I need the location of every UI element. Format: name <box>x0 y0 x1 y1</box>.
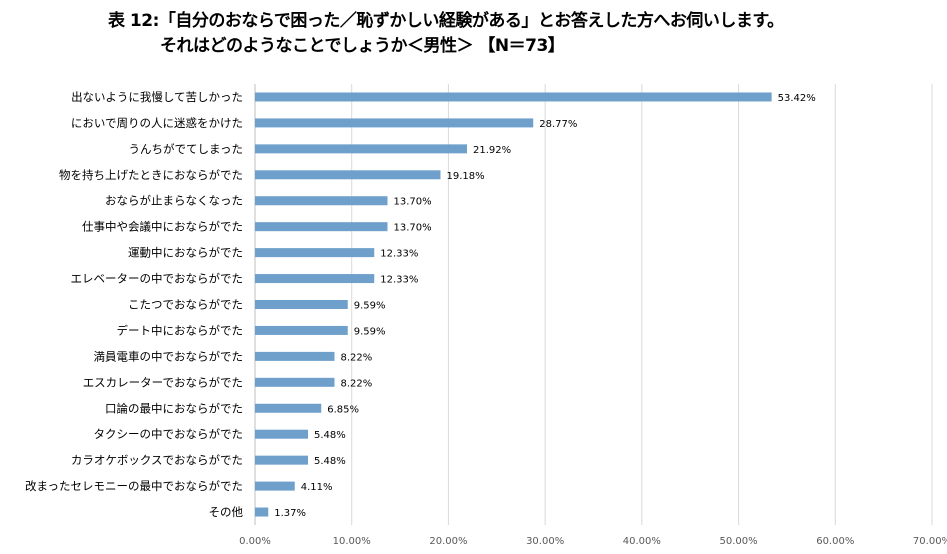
category-label: こたつでおならがでた <box>128 298 243 312</box>
data-label: 5.48% <box>314 456 346 467</box>
bar <box>255 351 335 361</box>
chart-subtitle: それはどのようなことでしょうか＜男性＞ 【N＝73】 <box>160 36 565 56</box>
bar <box>255 274 375 284</box>
bar <box>255 481 295 491</box>
data-label: 13.70% <box>393 197 431 208</box>
data-label: 9.59% <box>354 326 386 337</box>
bar <box>255 325 348 335</box>
data-label: 53.42% <box>778 93 816 104</box>
x-tick-label: 30.00% <box>526 536 564 547</box>
category-label: エレベーターの中でおならがでた <box>71 272 244 286</box>
data-label: 21.92% <box>473 145 511 156</box>
category-label: 出ないように我慢して苦しかった <box>71 90 243 104</box>
bar <box>255 507 269 517</box>
category-label: うんちがでてしまった <box>128 142 243 156</box>
category-label: 改まったセレモニーの最中でおならがでた <box>25 479 243 493</box>
category-label: 仕事中や会議中におならがでた <box>82 220 243 234</box>
bar <box>255 144 467 154</box>
bar <box>255 300 348 309</box>
data-label: 4.11% <box>301 482 333 493</box>
category-label: においで周りの人に迷惑をかけた <box>71 116 243 130</box>
data-label: 9.59% <box>354 301 386 312</box>
x-tick-label: 50.00% <box>720 536 758 547</box>
data-label: 13.70% <box>393 223 431 234</box>
x-tick-label: 60.00% <box>816 536 854 547</box>
bar <box>255 92 772 102</box>
x-tick-label: 40.00% <box>623 536 661 547</box>
bar <box>255 248 375 258</box>
data-label: 5.48% <box>314 430 346 441</box>
bar <box>255 222 388 232</box>
bar <box>255 170 441 180</box>
bar <box>255 118 534 128</box>
category-label: その他 <box>209 505 244 519</box>
category-label: エスカレーターでおならがでた <box>83 375 243 389</box>
x-tick-label: 20.00% <box>429 536 467 547</box>
data-label: 28.77% <box>539 119 577 130</box>
data-label: 1.37% <box>274 508 306 519</box>
x-tick-label: 70.00% <box>913 536 947 547</box>
category-label: 物を持ち上げたときにおならがでた <box>59 168 243 182</box>
data-label: 8.22% <box>340 378 372 389</box>
bar <box>255 377 335 387</box>
bar <box>255 455 308 465</box>
category-label: 満員電車の中でおならがでた <box>94 349 244 363</box>
category-label: 運動中におならがでた <box>128 246 243 260</box>
category-label: カラオケボックスでおならがでた <box>71 453 243 467</box>
bar <box>255 429 308 439</box>
x-tick-label: 0.00% <box>239 536 271 547</box>
data-label: 6.85% <box>327 404 359 415</box>
category-label: おならが止まらなくなった <box>105 194 243 208</box>
category-label: タクシーの中でおならがでた <box>94 427 244 441</box>
data-label: 12.33% <box>380 275 418 286</box>
chart-title: 表 12:「自分のおならで困った／恥ずかしい経験がある」とお答えした方へお伺いし… <box>108 11 784 31</box>
data-label: 8.22% <box>340 352 372 363</box>
bar <box>255 403 322 413</box>
bar <box>255 196 388 206</box>
category-label: 口論の最中におならがでた <box>105 401 243 415</box>
data-label: 12.33% <box>380 249 418 260</box>
data-label: 19.18% <box>446 171 484 182</box>
category-label: デート中におならがでた <box>117 323 244 337</box>
x-tick-label: 10.00% <box>333 536 371 547</box>
